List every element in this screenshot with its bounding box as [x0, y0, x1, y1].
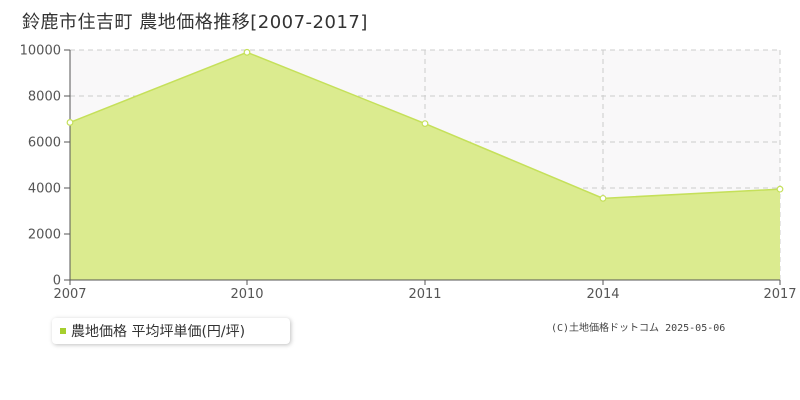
- y-axis-tick-labels: 0 2000 4000 6000 8000 10000: [20, 44, 61, 289]
- data-point: [66, 119, 74, 126]
- y-tick-label: 0: [53, 274, 61, 289]
- x-axis-tick-labels: 2007 2010 2011 2014 2017: [53, 287, 796, 302]
- y-tick-label: 2000: [28, 228, 61, 243]
- series-area: [70, 52, 780, 280]
- axes: [64, 49, 781, 285]
- legend: 農地価格 平均坪単価(円/坪): [52, 318, 290, 344]
- data-point: [776, 185, 784, 193]
- y-tick-label: 10000: [20, 44, 61, 59]
- copyright-text: (C)土地価格ドットコム 2025-05-06: [551, 323, 726, 334]
- x-tick-label: 2010: [230, 287, 263, 302]
- x-tick-label: 2011: [408, 287, 441, 302]
- x-tick-label: 2007: [53, 287, 86, 302]
- y-tick-label: 4000: [28, 182, 61, 197]
- x-tick-label: 2014: [586, 287, 619, 302]
- legend-label: 農地価格 平均坪単価(円/坪): [71, 324, 246, 340]
- data-point: [243, 48, 251, 56]
- y-tick-label: 8000: [28, 90, 61, 105]
- chart-title: 鈴鹿市住吉町 農地価格推移[2007-2017]: [22, 12, 368, 33]
- x-tick-label: 2017: [763, 287, 796, 302]
- data-point: [421, 120, 429, 127]
- data-points: [66, 48, 784, 202]
- data-point: [599, 194, 607, 202]
- legend-swatch: [60, 328, 66, 334]
- y-tick-label: 6000: [28, 136, 61, 151]
